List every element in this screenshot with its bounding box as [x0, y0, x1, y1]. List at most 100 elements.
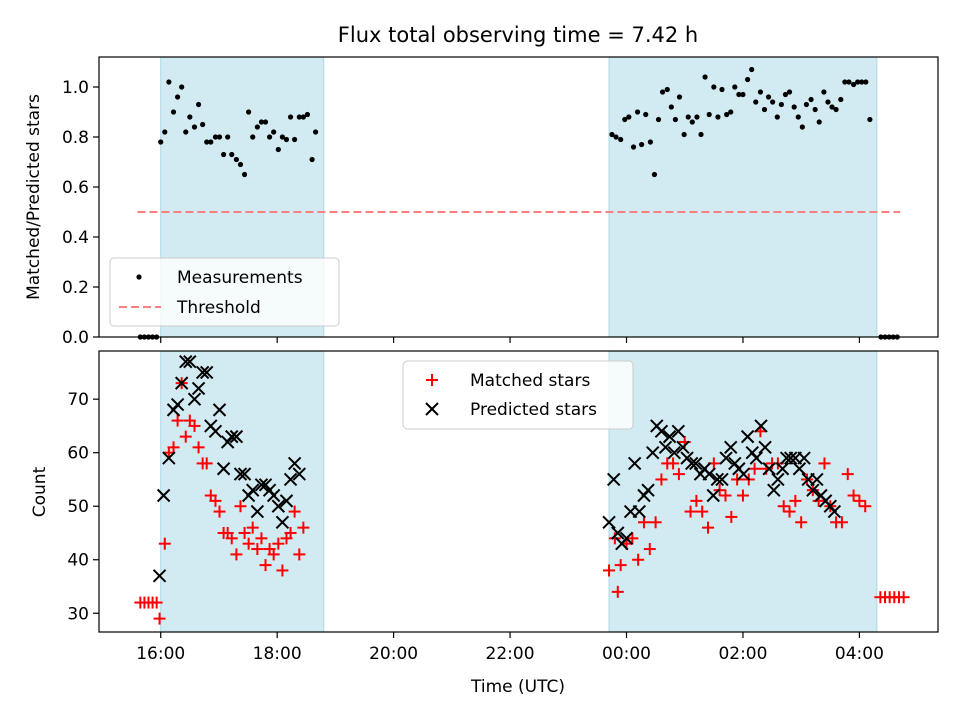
matched-star-point — [795, 516, 808, 529]
predicted-star-point — [233, 467, 248, 481]
legend-measurements-label: Measurements — [177, 268, 303, 288]
measurement-point — [191, 124, 198, 130]
predicted-star-point — [685, 456, 699, 471]
predicted-star-point — [183, 354, 197, 369]
predicted-star-point — [246, 483, 260, 497]
predicted-star-point — [632, 504, 647, 519]
measurement-point — [179, 84, 185, 90]
measurement-point — [850, 81, 857, 88]
matched-star-point — [719, 489, 732, 502]
measurement-point — [292, 136, 298, 143]
measurement-point — [681, 131, 687, 138]
matched-star-point — [200, 457, 213, 470]
predicted-star-point — [275, 515, 290, 529]
measurement-point — [761, 106, 768, 113]
measurement-point — [655, 116, 662, 123]
predicted-star-point — [719, 451, 733, 465]
measurement-point — [634, 109, 641, 115]
measurement-point — [782, 91, 789, 98]
matched-star-point — [242, 537, 255, 550]
matched-star-point — [272, 537, 285, 550]
measurement-point — [216, 134, 223, 140]
matched-star-point — [789, 494, 802, 507]
measurement-point — [204, 139, 210, 145]
matched-star-point — [255, 532, 268, 545]
matched-star-point — [234, 500, 247, 513]
predicted-star-point — [754, 419, 768, 433]
measurement-point — [225, 134, 231, 140]
ratio-ytick-label: 0.8 — [62, 128, 89, 148]
matched-star-point — [225, 532, 238, 545]
predicted-star-point — [195, 365, 210, 380]
predicted-star-point — [806, 483, 820, 497]
predicted-star-point — [279, 494, 294, 508]
predicted-star-point — [667, 445, 681, 460]
predicted-star-point — [827, 504, 842, 519]
ratio-ytick-label: 0.4 — [62, 228, 89, 248]
measurement-point — [618, 136, 624, 143]
measurement-point — [275, 146, 281, 153]
measurement-point — [719, 86, 725, 93]
measurement-point — [778, 101, 784, 108]
matched-star-point — [655, 473, 668, 486]
matched-star-point — [841, 468, 854, 481]
measurement-point — [639, 141, 645, 148]
ratio-panel: 0.0 0.2 0.4 0.6 0.8 1.0 Matched/Predicted sta… — [24, 56, 939, 348]
matched-star-point — [284, 526, 297, 539]
measurement-point — [158, 139, 164, 145]
count-ytick-label: 50 — [67, 497, 89, 517]
measurement-point — [706, 111, 712, 118]
predicted-star-point — [200, 365, 214, 380]
matched-star-point — [150, 596, 163, 609]
matched-star-point — [246, 521, 259, 534]
matched-star-point — [167, 441, 180, 454]
measurement-point — [651, 171, 658, 178]
predicted-star-point — [179, 354, 193, 369]
ratio-panel-ylabel: Matched/Predicted stars — [24, 94, 44, 300]
matched-star-point — [643, 543, 656, 556]
predicted-star-point — [658, 440, 673, 455]
matched-star-point — [209, 494, 222, 507]
matched-star-point — [603, 564, 616, 577]
measurement-point — [220, 151, 227, 158]
measurement-point — [812, 106, 818, 113]
measurement-point — [711, 84, 717, 90]
measurement-point — [664, 86, 670, 93]
measurement-point — [728, 109, 734, 115]
predicted-star-point — [762, 462, 776, 476]
measurement-point — [740, 91, 746, 98]
ratio-ytick-label: 0.0 — [62, 328, 89, 348]
matched-star-point — [859, 500, 872, 513]
measurement-point — [753, 99, 759, 105]
matched-star-point — [649, 516, 662, 529]
matched-star-point — [783, 505, 796, 518]
matched-star-point — [179, 430, 192, 443]
predicted-star-point — [627, 456, 642, 471]
matched-star-point — [288, 505, 301, 518]
ratio-ytick-label: 1.0 — [62, 78, 89, 98]
measurement-point — [676, 94, 683, 100]
count-panel-frame — [98, 350, 939, 633]
measurement-point — [166, 79, 172, 85]
ratio-ytick-label: 0.6 — [62, 178, 89, 198]
count-xtick-label: 00:00 — [602, 644, 651, 664]
predicted-star-point — [775, 462, 790, 476]
matched-star-point — [736, 489, 749, 502]
legend-predicted-marker — [425, 402, 439, 416]
matched-star-point — [608, 532, 621, 545]
predicted-star-point — [602, 515, 616, 529]
predicted-star-point — [740, 429, 755, 444]
measurement-point — [698, 131, 704, 138]
predicted-star-point — [645, 445, 660, 460]
measurement-point — [732, 84, 738, 90]
predicted-star-point — [767, 483, 781, 497]
predicted-star-point — [710, 472, 725, 487]
predicted-star-point — [156, 488, 171, 503]
measurement-point — [647, 139, 653, 145]
measurement-point — [254, 124, 260, 130]
predicted-star-point — [606, 472, 621, 487]
predicted-star-point — [212, 403, 227, 417]
measurement-point — [187, 114, 193, 120]
matched-star-point — [611, 585, 624, 598]
